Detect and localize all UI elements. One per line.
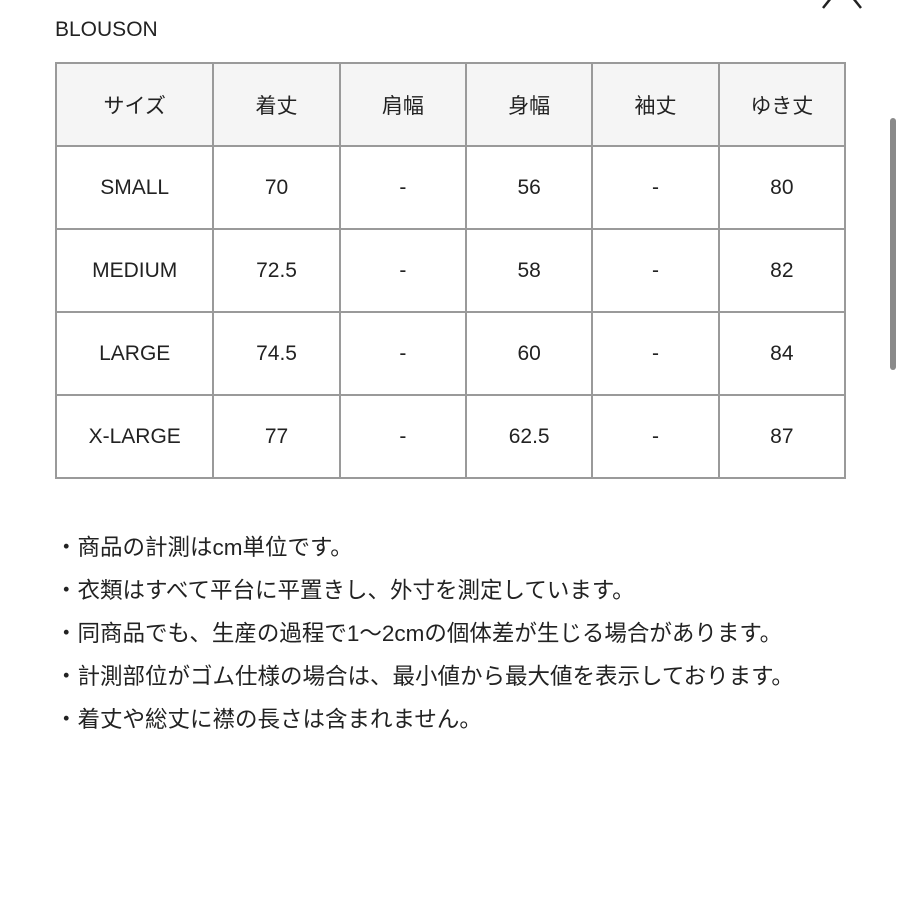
table-cell: 60 xyxy=(465,311,594,396)
table-cell: 58 xyxy=(465,228,594,313)
table-cell: 62.5 xyxy=(465,394,594,479)
table-cell: X-LARGE xyxy=(54,394,215,479)
note-item: ・同商品でも、生産の過程で1〜2cmの個体差が生じる場合があります。 xyxy=(55,621,783,646)
close-icon[interactable] xyxy=(815,0,865,10)
scrollbar[interactable] xyxy=(890,118,896,370)
table-row: SMALL 70-56-80 xyxy=(54,145,847,230)
table-row: MEDIUM 72.5-58-82 xyxy=(54,228,847,313)
table-cell: - xyxy=(591,394,720,479)
note-item: ・商品の計測はcm単位です。 xyxy=(55,535,353,560)
table-cell: - xyxy=(338,394,468,479)
table-cell: 72.5 xyxy=(212,228,341,313)
table-cell: - xyxy=(591,228,720,313)
header-cell: サイズ xyxy=(54,62,215,147)
table-cell: 70 xyxy=(212,145,341,230)
header-cell: 肩幅 xyxy=(338,62,468,147)
table-row: LARGE 74.5-60-84 xyxy=(54,311,847,396)
table-cell: - xyxy=(591,311,720,396)
note-item: ・着丈や総丈に襟の長さは含まれません。 xyxy=(55,707,482,732)
table-cell: - xyxy=(338,228,468,313)
table-cell: MEDIUM xyxy=(54,228,215,313)
table-cell: 87 xyxy=(717,394,847,479)
header-cell: 着丈 xyxy=(212,62,341,147)
table-cell: 74.5 xyxy=(212,311,341,396)
table-cell: 80 xyxy=(717,145,847,230)
notes-list: ・商品の計測はcm単位です。・衣類はすべて平台に平置きし、外寸を測定しています。… xyxy=(55,526,855,741)
table-cell: 84 xyxy=(717,311,847,396)
header-cell: ゆき丈 xyxy=(717,62,847,147)
table-cell: SMALL xyxy=(54,145,215,230)
note-item: ・衣類はすべて平台に平置きし、外寸を測定しています。 xyxy=(55,578,635,603)
table-header-row: サイズ 着丈 肩幅 身幅 袖丈 ゆき丈 xyxy=(54,62,847,147)
table-cell: - xyxy=(591,145,720,230)
table-cell: - xyxy=(338,311,468,396)
table-cell: 56 xyxy=(465,145,594,230)
table-row: X-LARGE 77-62.5-87 xyxy=(54,394,847,479)
note-item: ・計測部位がゴム仕様の場合は、最小値から最大値を表示しております。 xyxy=(55,664,794,689)
table-cell: LARGE xyxy=(54,311,215,396)
header-cell: 袖丈 xyxy=(591,62,720,147)
table-cell: - xyxy=(338,145,468,230)
table-cell: 82 xyxy=(717,228,847,313)
size-table: サイズ 着丈 肩幅 身幅 袖丈 ゆき丈 SMALL 70-56-80 MEDIUM 7… xyxy=(54,62,847,479)
header-cell: 身幅 xyxy=(465,62,594,147)
product-title: BLOUSON xyxy=(55,18,158,41)
table-cell: 77 xyxy=(212,394,341,479)
